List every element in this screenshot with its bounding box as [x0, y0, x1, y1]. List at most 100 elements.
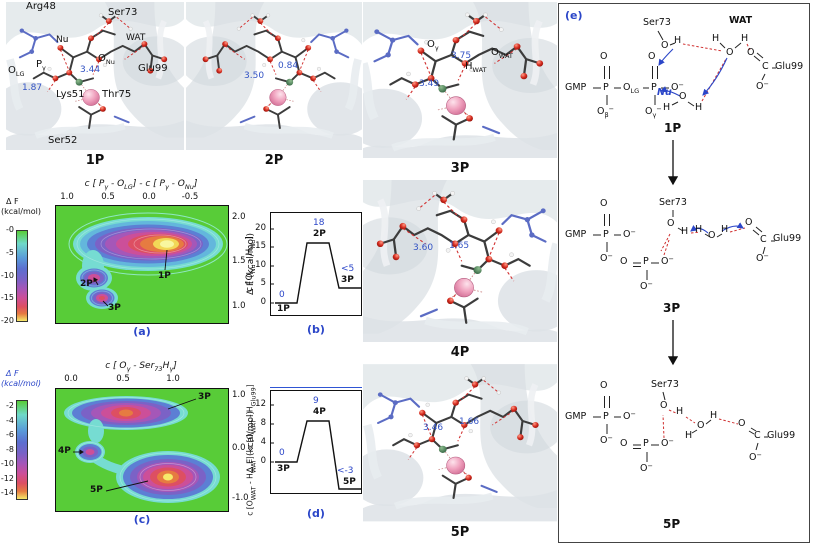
fes-annotation-5p: 5P [90, 485, 103, 495]
y-tick: 1.0 [232, 301, 246, 311]
colorbar-tick: -15 [0, 293, 14, 302]
scheme-atom-o: O [738, 418, 746, 429]
energy-value: <5 [341, 264, 355, 274]
colorbar-tick: -4 [6, 416, 14, 425]
colorbar-gradient [16, 400, 28, 500]
nu-label: Nu [56, 35, 69, 45]
atom-label-owat: OWAT [491, 47, 513, 60]
residue-label-ser73: Ser73 [651, 379, 679, 390]
fes-a-heatmap [56, 206, 228, 323]
scheme-atom-o: O [667, 218, 675, 229]
scheme-atom-o: O [600, 51, 608, 62]
fes-annotation-1p: 1P [158, 271, 171, 281]
residue-label-glu99: Glu99 [767, 430, 796, 441]
colorbar-tick: -8 [6, 445, 14, 454]
scheme-atom-o-minus: O− [661, 436, 674, 449]
colorbar-tick: -0 [6, 225, 14, 234]
gmp-label: GMP [565, 229, 587, 240]
distance-label: 1.87 [22, 83, 43, 93]
x-axis-title: c [ Pγ - OLG] - c [ Pγ - ONu] [84, 179, 198, 191]
y-tick: 1.5 [232, 256, 246, 266]
scheme-atom-h: H [681, 226, 689, 237]
scheme-atom-c: C [754, 430, 761, 441]
colorbar-tick: -2 [6, 401, 14, 410]
gmp-label: GMP [565, 411, 587, 422]
residue-label-glu99: Glu99 [138, 63, 168, 74]
fes-c-colorbar: Δ F (kcal/mol) -2 -4 -6 -8 -10 -12 -14 [0, 368, 46, 518]
colorbar-gradient [16, 230, 28, 322]
distance-label: 3.75 [451, 51, 472, 61]
distance-label: 3.49 [419, 79, 440, 89]
panel-label-a: (a) [133, 325, 151, 338]
energy-value: 0 [279, 290, 285, 300]
distance-label: 1.66 [459, 417, 480, 427]
scheme-bonds [593, 30, 776, 462]
residue-label-glu99: Glu99 [773, 233, 802, 244]
scheme-atom-o-minus: O− [623, 227, 636, 240]
colorbar-tick: -10 [0, 271, 14, 280]
y-tick: 10 [255, 260, 266, 270]
y-tick: 5 [260, 278, 266, 288]
scheme-atom-o-minus: O− [640, 461, 653, 474]
profile-b-line [271, 228, 361, 304]
panel-label-b: (b) [307, 323, 325, 336]
fes-c-heatmap [56, 389, 228, 511]
category-label: 2P [313, 229, 326, 239]
gmp-label: GMP [565, 82, 587, 93]
scheme-atom-o: O [600, 198, 608, 209]
category-label: 5P [343, 477, 356, 487]
molecule-render-1p [6, 2, 184, 150]
residue-label-arg48: Arg48 [26, 1, 56, 12]
scheme-atom-obeta: Oβ− [597, 104, 615, 119]
colorbar-tick: -20 [0, 316, 14, 325]
colorbar-tick: -6 [6, 430, 14, 439]
x-tick: 0.0 [64, 374, 78, 384]
distance-label: 0.84 [278, 61, 299, 71]
structure-panel-1p: Arg48 Ser73 WAT Nu OLG Pγ 3.44 ONu Glu99… [6, 2, 184, 174]
scheme-atom-o-minus: O− [671, 80, 684, 93]
x-tick: 0.5 [101, 192, 115, 202]
scheme-atom-p: P [603, 82, 609, 93]
residue-label-ser73: Ser73 [108, 7, 138, 18]
x-tick: 0.0 [142, 192, 156, 202]
profile-d-line [271, 404, 361, 490]
distance-label: 1.65 [449, 241, 470, 251]
scheme-panel-e: (e) GMP P O Oβ− OLG P O O− Oγ− H O H Nu … [558, 3, 810, 543]
scheme-atom-p: P [643, 438, 649, 449]
fes-a-plot: 2P 1P 3P [55, 205, 229, 324]
scheme-atom-h: H [685, 430, 693, 441]
distance-label: 3.60 [413, 243, 434, 253]
panel-label-e: (e) [565, 9, 583, 22]
wat-label: WAT [126, 33, 146, 43]
scheme-atom-o: O [660, 400, 668, 411]
scheme-atom-o-minus: O− [661, 254, 674, 267]
fes-a-colorbar: Δ F (kcal/mol) -0 -5 -10 -15 -20 [0, 196, 46, 336]
scheme-atom-olg: OLG [623, 82, 640, 95]
energy-value: 9 [313, 396, 319, 406]
atom-label-olg: OLG [8, 65, 25, 78]
y-tick: 0 [260, 456, 266, 466]
category-label: 1P [277, 304, 290, 314]
scheme-state-5p: 5P [663, 517, 681, 531]
distance-label: 3.44 [80, 65, 101, 75]
scheme-atom-o: O [620, 438, 628, 449]
atom-label-pgamma: Pγ [36, 59, 46, 72]
panel-label-d: (d) [307, 507, 325, 520]
y-tick: -1.0 [232, 493, 249, 503]
scheme-atom-h: H [712, 33, 720, 44]
scheme-atom-o-minus: O− [756, 79, 769, 92]
y-tick: 2.0 [232, 212, 246, 222]
fes-annotation-4p: 4P [58, 446, 71, 456]
fes-panel-c: c [ Oγ - Ser73Hγ] 0.0 0.5 1.0 [50, 361, 262, 528]
state-label-2p: 2P [264, 153, 284, 168]
y-tick: 20 [255, 223, 266, 233]
fes-annotation-2p: 2P [80, 279, 93, 289]
scheme-atom-h: H [674, 35, 682, 46]
x-tick: 1.0 [166, 374, 180, 384]
residue-label-lys51: Lys51 [56, 89, 85, 100]
structure-panel-4p: 3.60 1.65 4P [363, 180, 557, 360]
scheme-atom-h: H [676, 406, 684, 417]
scheme-state-1p: 1P [664, 121, 682, 135]
energy-value: 18 [313, 218, 325, 228]
